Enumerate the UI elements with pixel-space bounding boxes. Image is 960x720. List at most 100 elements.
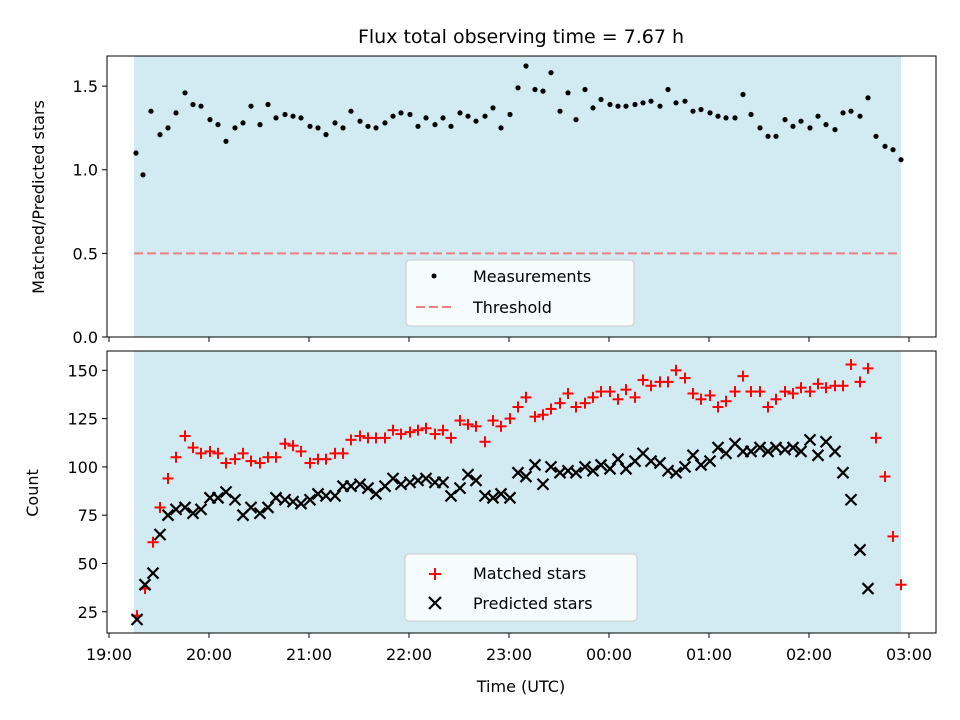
measurement-point: [207, 117, 213, 123]
measurement-point: [298, 115, 304, 121]
measurement-point: [815, 113, 821, 119]
top-y-tick-label: 0.0: [73, 328, 98, 347]
measurement-point: [598, 96, 604, 103]
measurement-point: [807, 125, 813, 131]
predicted-star-point: [528, 458, 542, 472]
bottom-y-tick-label: 100: [67, 458, 98, 477]
matched-star-point: [220, 457, 232, 469]
predicted-star-point: [753, 441, 767, 454]
top-legend: Measurements Threshold: [405, 259, 635, 327]
matched-star-point: [554, 397, 566, 409]
bottom-y-tick-label: 25: [78, 603, 98, 622]
measurement-point: [732, 115, 738, 121]
predicted-star-point: [669, 466, 683, 479]
measurement-point: [507, 111, 513, 118]
predicted-star-point: [519, 470, 533, 483]
x-tick-label: 03:00: [886, 645, 932, 664]
top-plot-frame: [106, 55, 937, 338]
predicted-star-point: [503, 491, 517, 505]
matched-star-point: [737, 370, 749, 382]
predicted-star-point: [686, 449, 700, 462]
bottom-plot-frame: [106, 350, 937, 634]
predicted-star-point: [486, 491, 500, 505]
measurement-point: [848, 108, 854, 114]
measurement-point: [382, 120, 388, 126]
matched-star-point: [779, 386, 791, 398]
measurement-point: [223, 138, 229, 144]
predicted-star-point: [146, 566, 160, 580]
predicted-star-point: [611, 452, 625, 466]
top-panel: 0.0 0.5 1.0 1.5 Matched/Predicted stars Mea…: [29, 55, 937, 347]
measurement-point: [515, 85, 521, 91]
matched-star-point: [670, 364, 682, 376]
matched-star-point: [245, 455, 257, 467]
predicted-star-point: [244, 501, 258, 514]
matched-star-point: [662, 376, 674, 388]
matched-star-point: [462, 418, 474, 430]
predicted-star-point: [461, 468, 475, 481]
predicted-stars-series: [130, 433, 875, 626]
matched-star-point: [170, 451, 182, 463]
predicted-star-point: [711, 441, 725, 454]
matched-star-point: [147, 536, 159, 548]
predicted-star-point: [694, 458, 708, 472]
measurement-point: [340, 125, 346, 131]
measurement-point: [273, 115, 279, 121]
measurement-point: [148, 108, 154, 114]
predicted-star-point: [794, 445, 808, 458]
predicted-star-point: [303, 493, 317, 507]
top-y-tick-label: 1.5: [73, 77, 98, 96]
predicted-star-point: [544, 460, 558, 474]
matched-star-point: [504, 413, 516, 425]
measurement-point: [265, 101, 271, 108]
predicted-star-point: [603, 462, 617, 476]
matched-star-point: [579, 397, 591, 409]
top-y-tick-label: 0.5: [73, 244, 98, 263]
top-y-tick-label: 1.0: [73, 161, 98, 180]
matched-star-point: [879, 471, 891, 483]
predicted-star-point: [836, 466, 850, 479]
x-axis-label: Time (UTC): [476, 677, 565, 696]
predicted-star-point: [828, 445, 842, 458]
bottom-y-tick-label: 150: [67, 361, 98, 380]
predicted-star-point: [353, 477, 367, 491]
matched-star-point: [387, 424, 399, 436]
legend-predicted-label: Predicted stars: [473, 594, 593, 613]
predicted-star-point: [361, 481, 375, 495]
bottom-panel: 25 50 75 100 125 150 19:00 20:00 21:00 22:00 23:0…: [23, 350, 937, 696]
matched-star-point: [754, 386, 766, 398]
predicted-star-point: [811, 449, 825, 462]
legend-threshold-label: Threshold: [472, 298, 552, 317]
matched-star-point: [845, 359, 857, 371]
predicted-star-point: [511, 466, 525, 479]
top-legend-box: [405, 259, 635, 327]
measurement-point: [748, 111, 754, 118]
measurement-point: [215, 122, 221, 128]
predicted-star-point: [569, 466, 583, 479]
measurement-point: [673, 100, 679, 106]
matched-star-point: [320, 453, 332, 465]
top-y-ticks: 0.0 0.5 1.0 1.5: [73, 77, 107, 347]
measurement-point: [773, 133, 779, 139]
measurement-point: [757, 125, 763, 131]
predicted-star-point: [194, 503, 208, 516]
matched-star-point: [645, 380, 657, 392]
matched-star-point: [420, 422, 432, 434]
predicted-star-point: [138, 578, 152, 591]
matched-star-point: [412, 424, 424, 436]
measurement-point: [548, 70, 554, 76]
measurement-point: [398, 110, 404, 116]
matched-star-point: [495, 420, 507, 432]
predicted-star-point: [386, 472, 400, 485]
measurement-point: [248, 103, 254, 109]
matched-star-point: [704, 389, 716, 401]
measurement-point: [290, 113, 296, 119]
measurement-point: [173, 110, 179, 116]
predicted-star-point: [211, 491, 225, 505]
measurement-point: [282, 111, 288, 118]
measurement-point: [765, 133, 771, 139]
matched-star-point: [204, 445, 216, 457]
x-tick-label: 02:00: [786, 645, 832, 664]
predicted-star-point: [819, 435, 833, 449]
predicted-star-point: [586, 464, 600, 478]
